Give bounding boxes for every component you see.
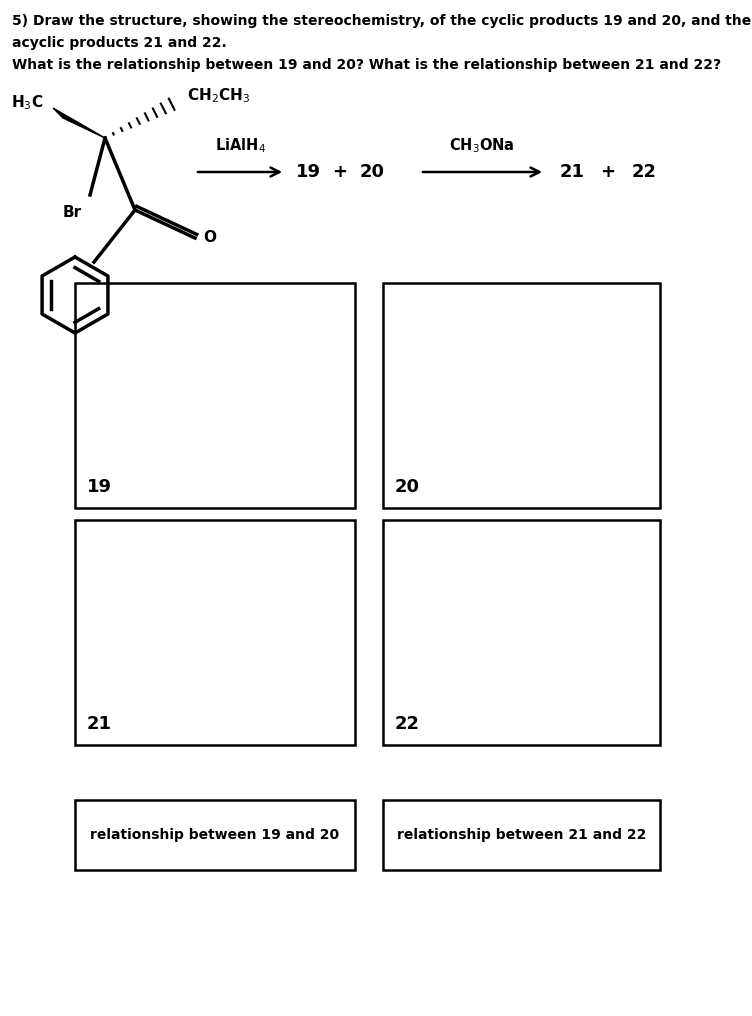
- Text: 5) Draw the structure, showing the stereochemistry, of the cyclic products 19 an: 5) Draw the structure, showing the stere…: [12, 14, 751, 28]
- Bar: [383, 283, 660, 508]
- Text: 19: 19: [296, 163, 320, 181]
- Text: What is the relationship between 19 and 20? What is the relationship between 21 : What is the relationship between 19 and …: [12, 58, 721, 72]
- Bar: [75, 283, 355, 508]
- Text: 19: 19: [87, 478, 112, 496]
- Text: Br: Br: [62, 205, 81, 220]
- Text: 21: 21: [87, 715, 112, 733]
- Text: CH$_3$ONa: CH$_3$ONa: [449, 136, 515, 155]
- Text: 21: 21: [559, 163, 584, 181]
- Text: H$_3$C: H$_3$C: [11, 93, 43, 113]
- Bar: [383, 800, 660, 870]
- Polygon shape: [53, 108, 105, 138]
- Bar: [75, 520, 355, 745]
- Text: +: +: [601, 163, 615, 181]
- Text: 20: 20: [395, 478, 420, 496]
- Bar: [75, 800, 355, 870]
- Text: 22: 22: [395, 715, 420, 733]
- Text: O: O: [203, 231, 216, 246]
- Text: LiAlH$_4$: LiAlH$_4$: [214, 136, 265, 155]
- Text: relationship between 19 and 20: relationship between 19 and 20: [90, 828, 340, 842]
- Text: relationship between 21 and 22: relationship between 21 and 22: [397, 828, 646, 842]
- Text: acyclic products 21 and 22.: acyclic products 21 and 22.: [12, 36, 227, 50]
- Bar: [383, 520, 660, 745]
- Text: 22: 22: [632, 163, 656, 181]
- Text: CH$_2$CH$_3$: CH$_2$CH$_3$: [187, 86, 250, 106]
- Text: 20: 20: [359, 163, 384, 181]
- Text: +: +: [332, 163, 347, 181]
